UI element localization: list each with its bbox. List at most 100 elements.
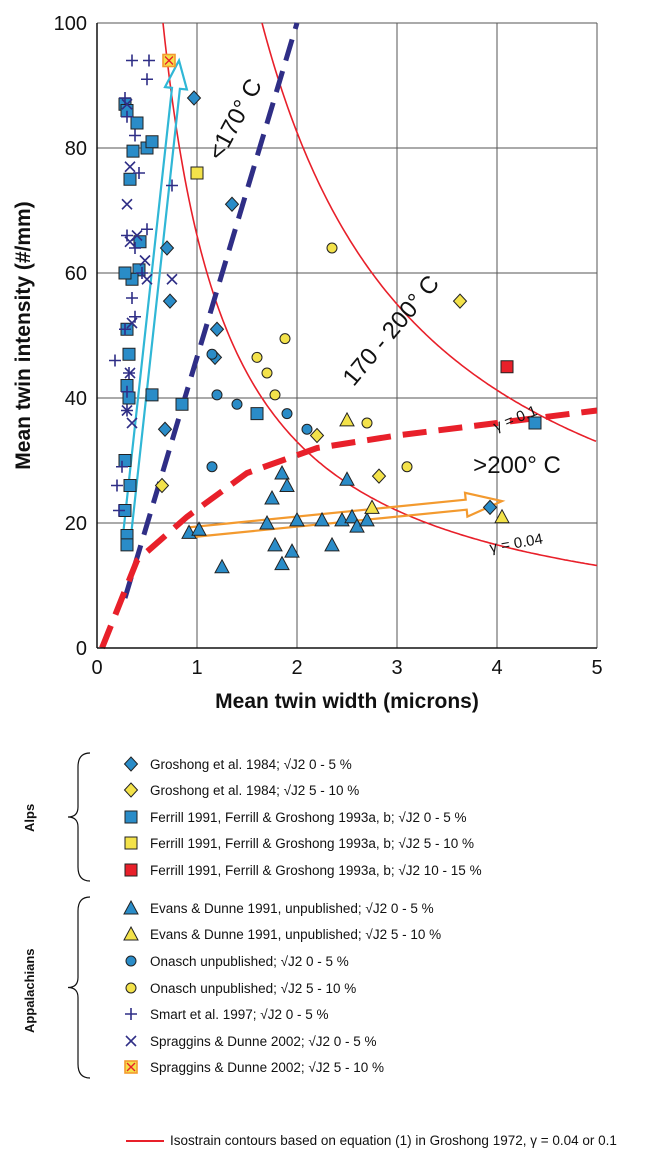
data-point-square — [528, 416, 542, 430]
legend-symbol-circle — [125, 955, 137, 967]
data-point-boxx — [164, 56, 174, 65]
data-point-diamond — [162, 293, 178, 309]
data-point-triangle — [279, 477, 295, 492]
data-point-x — [126, 417, 138, 429]
data-point-plus — [119, 323, 131, 336]
data-point-triangle — [359, 511, 375, 527]
legend-symbol-square — [124, 810, 138, 824]
data-point-x — [121, 404, 133, 417]
legend-symbol-x — [125, 1035, 137, 1047]
data-point-circle — [301, 423, 313, 435]
legend-symbol-boxx — [124, 1060, 138, 1074]
data-point-plus — [111, 479, 123, 492]
data-point-x — [124, 367, 136, 379]
x-tick-label: 0 — [91, 657, 102, 679]
legend-entry: Ferrill 1991, Ferrill & Groshong 1993a, … — [122, 832, 474, 854]
tick-labels: 0 1 2 3 4 5 0 20 40 60 80 100 — [54, 13, 603, 679]
data-point-triangle — [214, 558, 230, 574]
data-point-circle — [231, 398, 243, 410]
data-point-triangle — [364, 499, 380, 514]
data-point-diamond — [224, 196, 240, 212]
legend-entry-text: Onasch unpublished; √J2 0 - 5 % — [150, 953, 349, 969]
data-point-circle — [361, 417, 373, 429]
data-point-plus — [109, 354, 121, 367]
legend-entry-text: Spraggins & Dunne 2002; √J2 0 - 5 % — [150, 1033, 377, 1049]
legend-entry-text: Ferrill 1991, Ferrill & Groshong 1993a, … — [150, 835, 475, 851]
data-point-diamond — [157, 421, 173, 437]
annotation-gt200: >200° C — [473, 452, 561, 479]
data-point-square — [126, 144, 140, 158]
data-point-diamond — [309, 427, 325, 444]
annotation-170-200: 170 - 200° C — [338, 270, 445, 391]
legend-group-1-label: Appalachians — [22, 947, 37, 1033]
legend-entry: Smart et al. 1997; √J2 0 - 5 % — [122, 1003, 329, 1025]
data-point-square — [122, 391, 136, 405]
data-point-plus — [133, 167, 145, 179]
y-tick-label: 100 — [54, 13, 87, 35]
data-point-plus — [129, 242, 141, 254]
data-point-triangle — [344, 508, 360, 524]
data-point-square — [123, 172, 137, 186]
legend-symbol-square — [124, 863, 138, 877]
legend-isostrain: Isostrain contours based on equation (1)… — [126, 1133, 617, 1148]
arrows — [121, 57, 506, 539]
legend-entry-text: Spraggins & Dunne 2002; √J2 5 - 10 % — [150, 1059, 385, 1075]
data-point-circle — [206, 461, 218, 473]
data-point-plus — [113, 504, 125, 517]
y-tick-label: 40 — [65, 388, 87, 410]
data-point-diamond — [452, 293, 468, 309]
data-point-circle — [401, 461, 413, 473]
legend-isostrain-line — [126, 1139, 164, 1142]
legend-group-0-brace — [67, 752, 91, 882]
data-point-x — [121, 198, 133, 210]
legend-entry: Onasch unpublished; √J2 5 - 10 % — [122, 977, 356, 999]
legend-entry: Ferrill 1991, Ferrill & Groshong 1993a, … — [122, 859, 482, 881]
isostrain-curve — [162, 22, 598, 567]
data-point-triangle — [274, 555, 290, 571]
data-point-triangle — [259, 514, 275, 530]
x-tick-label: 5 — [591, 657, 602, 679]
data-point-plus — [141, 73, 153, 86]
data-point-circle — [206, 348, 218, 360]
data-point-circle — [281, 408, 293, 420]
data-point-plus — [126, 292, 138, 304]
legend-entry-text: Evans & Dunne 1991, unpublished; √J2 5 -… — [150, 926, 442, 942]
data-point-x — [141, 273, 153, 285]
legend-entry-text: Groshong et al. 1984; √J2 0 - 5 % — [150, 756, 352, 772]
legend-group-0-label: Alps — [22, 803, 37, 832]
legend-symbol-circle — [125, 982, 137, 994]
data-point-plus — [143, 54, 155, 67]
data-point-triangle — [289, 511, 305, 527]
data-point-triangle — [264, 489, 280, 505]
data-point-diamond — [209, 321, 225, 337]
data-point-square — [118, 454, 132, 467]
y-tick-label: 80 — [65, 138, 87, 160]
legend-entry-text: Onasch unpublished; √J2 5 - 10 % — [150, 980, 357, 996]
curves — [99, 22, 598, 650]
data-point-plus — [136, 267, 148, 279]
y-tick-label: 20 — [65, 513, 87, 535]
data-point-plus — [116, 460, 128, 473]
legend-entry: Groshong et al. 1984; √J2 5 - 10 % — [122, 779, 359, 801]
data-point-circle — [251, 351, 263, 363]
data-point-x — [166, 273, 178, 285]
data-point-x — [124, 161, 136, 173]
data-point-triangle — [324, 536, 340, 552]
data-point-triangle — [284, 543, 300, 558]
legend-symbol-diamond — [123, 756, 139, 772]
data-point-plus — [121, 110, 133, 123]
legend-entry-text: Evans & Dunne 1991, unpublished; √J2 0 -… — [150, 900, 434, 916]
y-axis-label: Mean twin intensity (#/mm) — [12, 201, 35, 469]
trend-arrow-orange — [187, 491, 506, 539]
legend-entry: Groshong et al. 1984; √J2 0 - 5 % — [122, 753, 352, 775]
data-point-circle — [269, 389, 281, 401]
data-point-diamond — [371, 468, 387, 484]
data-point-triangle — [314, 511, 330, 527]
legend-symbol-diamond — [123, 782, 139, 798]
boundary-line-200 — [99, 407, 598, 650]
grid — [97, 22, 598, 648]
data-point-plus — [141, 223, 153, 236]
legend-entry-text: Smart et al. 1997; √J2 0 - 5 % — [150, 1006, 329, 1022]
legend-group-1-brace — [67, 896, 91, 1079]
